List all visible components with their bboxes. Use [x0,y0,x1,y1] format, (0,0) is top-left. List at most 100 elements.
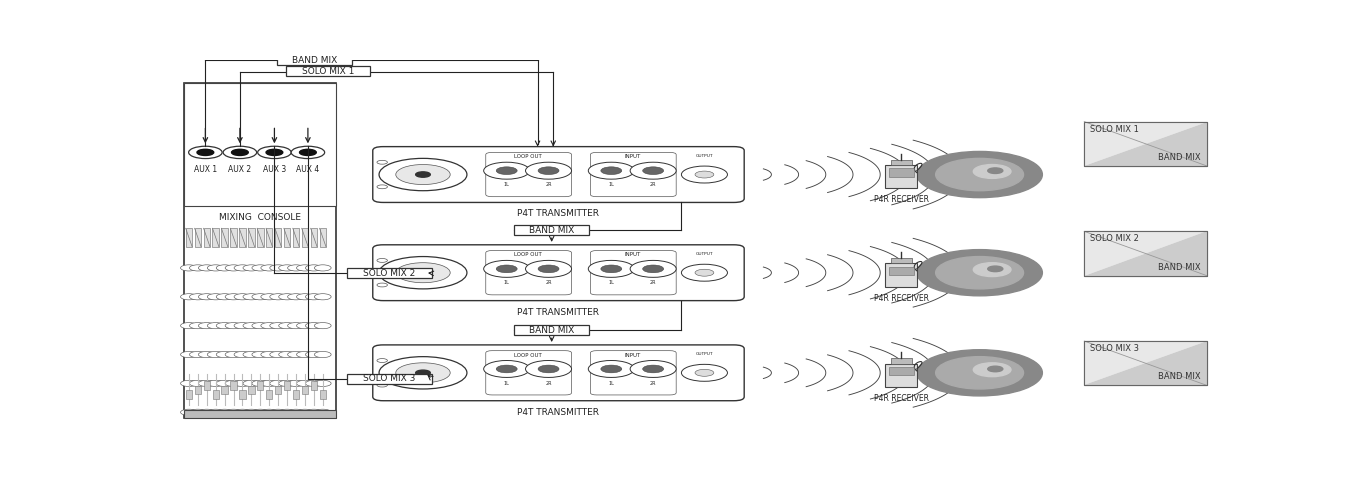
Text: BAND MIX: BAND MIX [529,326,574,335]
Circle shape [288,380,304,386]
FancyBboxPatch shape [373,146,744,203]
Text: 2R: 2R [545,280,552,285]
Circle shape [232,150,248,156]
Bar [185,83,336,418]
Bar [185,83,336,206]
Text: OUTPUT: OUTPUT [695,252,713,256]
Text: SOLO MIX 3: SOLO MIX 3 [1091,344,1139,353]
Circle shape [234,294,251,300]
Circle shape [601,365,622,373]
Bar [284,381,290,390]
Bar [886,364,917,386]
Bar [1084,122,1207,166]
Circle shape [497,365,517,373]
Text: MIXING  CONSOLE: MIXING CONSOLE [219,213,301,222]
Circle shape [377,383,387,387]
Bar [347,374,432,384]
Text: INPUT: INPUT [624,154,640,160]
Circle shape [270,380,286,386]
Bar [301,228,308,246]
Circle shape [589,360,634,378]
Bar [266,390,273,399]
Circle shape [988,266,1003,272]
Circle shape [197,150,213,156]
FancyBboxPatch shape [486,350,571,395]
Circle shape [539,167,559,174]
Text: BAND MIX: BAND MIX [529,226,574,234]
Text: INPUT: INPUT [624,352,640,358]
FancyBboxPatch shape [373,345,744,401]
Bar [284,228,290,246]
Text: 2R: 2R [649,280,656,285]
Circle shape [300,150,316,156]
Circle shape [216,409,234,416]
Polygon shape [1084,232,1207,276]
Bar [204,228,211,246]
Circle shape [936,158,1023,190]
Bar [1084,341,1207,386]
Circle shape [288,352,304,358]
Bar [221,228,228,246]
Bar [1084,341,1207,386]
Circle shape [917,350,1042,396]
Bar [256,228,263,246]
Polygon shape [1084,341,1207,386]
Bar [286,66,370,76]
Circle shape [630,162,676,179]
Circle shape [181,409,197,416]
Text: P4T TRANSMITTER: P4T TRANSMITTER [517,210,599,218]
Bar [891,358,911,364]
Circle shape [252,380,269,386]
Circle shape [198,322,215,328]
Text: LOOP OUT: LOOP OUT [514,352,541,358]
Bar [886,264,917,286]
Text: P4T TRANSMITTER: P4T TRANSMITTER [517,408,599,416]
Circle shape [396,164,450,184]
Circle shape [315,409,331,416]
Circle shape [252,294,269,300]
Circle shape [643,167,664,174]
Text: BAND MIX: BAND MIX [1158,153,1200,162]
Circle shape [252,265,269,271]
Circle shape [315,294,331,300]
Text: BAND MIX: BAND MIX [1158,372,1200,382]
Circle shape [297,380,313,386]
Circle shape [208,380,224,386]
Circle shape [917,152,1042,198]
Circle shape [225,352,242,358]
Circle shape [297,294,313,300]
Circle shape [208,322,224,328]
Circle shape [181,322,197,328]
Circle shape [497,265,517,272]
Circle shape [695,370,714,376]
Circle shape [208,352,224,358]
Text: 2R: 2R [545,380,552,386]
Circle shape [243,265,259,271]
FancyBboxPatch shape [486,250,571,295]
Circle shape [379,158,467,190]
Circle shape [278,265,296,271]
Circle shape [278,352,296,358]
Circle shape [377,185,387,188]
Bar [302,386,308,394]
Circle shape [525,360,571,378]
Bar [185,410,336,418]
Text: OUTPUT: OUTPUT [695,352,713,356]
Circle shape [377,258,387,262]
Circle shape [305,352,323,358]
Circle shape [216,352,234,358]
Circle shape [261,409,278,416]
Bar [186,228,192,246]
Bar [194,228,201,246]
Circle shape [223,146,256,158]
Circle shape [305,409,323,416]
Circle shape [288,294,304,300]
Circle shape [234,409,251,416]
Circle shape [198,380,215,386]
Bar [886,166,917,188]
Circle shape [189,294,207,300]
Circle shape [297,352,313,358]
Bar [1084,232,1207,276]
Text: SOLO MIX 3: SOLO MIX 3 [363,374,416,384]
Circle shape [181,380,197,386]
